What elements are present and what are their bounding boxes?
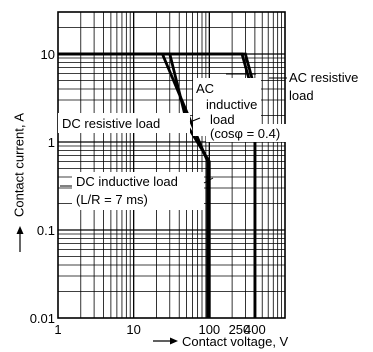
annotation-dc-inductive: DC inductive load (L/R = 7 ms) <box>60 172 214 210</box>
annotation-ac-resistive-line1: AC resistive <box>289 70 358 85</box>
annotation-dc-inductive-line1: DC inductive load <box>76 174 178 189</box>
y-tick-label: 10 <box>41 47 55 62</box>
x-axis-title: Contact voltage, V <box>182 334 289 349</box>
annotation-dc-resistive: DC resistive load <box>58 113 201 133</box>
x-tick-label: 400 <box>244 322 266 337</box>
x-axis-arrowhead <box>170 337 178 345</box>
annotation-ac-resistive-line2: load <box>289 88 314 103</box>
annotation-ac-inductive-line2: inductive <box>206 97 257 112</box>
series-line-4 <box>58 52 257 318</box>
annotation-dc-inductive-line2: (L/R = 7 ms) <box>76 192 148 207</box>
annotation-ac-inductive-line1: AC <box>196 81 214 96</box>
annotation-ac-inductive-line3: load <box>210 112 235 127</box>
x-tick-label: 250 <box>229 322 251 337</box>
x-tick-label: 1 <box>54 322 61 337</box>
plot-frame <box>57 11 286 319</box>
y-axis-arrowhead <box>16 226 24 234</box>
y-axis-title: Contact current, A <box>11 113 26 217</box>
annotation-dc-resistive-text: DC resistive load <box>62 116 160 131</box>
annotation-ac-inductive: AC inductive load (cosφ = 0.4) <box>193 73 310 142</box>
y-tick-label: 0.01 <box>30 311 55 326</box>
x-tick-label: 10 <box>126 322 140 337</box>
y-tick-label: 1 <box>48 135 55 150</box>
y-tick-label: 0.1 <box>37 223 55 238</box>
annotation-ac-resistive: AC resistive load <box>269 69 369 105</box>
annotation-ac-inductive-line4: (cosφ = 0.4) <box>210 126 280 141</box>
x-tick-label: 100 <box>198 322 220 337</box>
x-axis-title-group: Contact voltage, V <box>153 334 289 349</box>
y-axis-title-group: Contact current, A <box>11 113 26 252</box>
